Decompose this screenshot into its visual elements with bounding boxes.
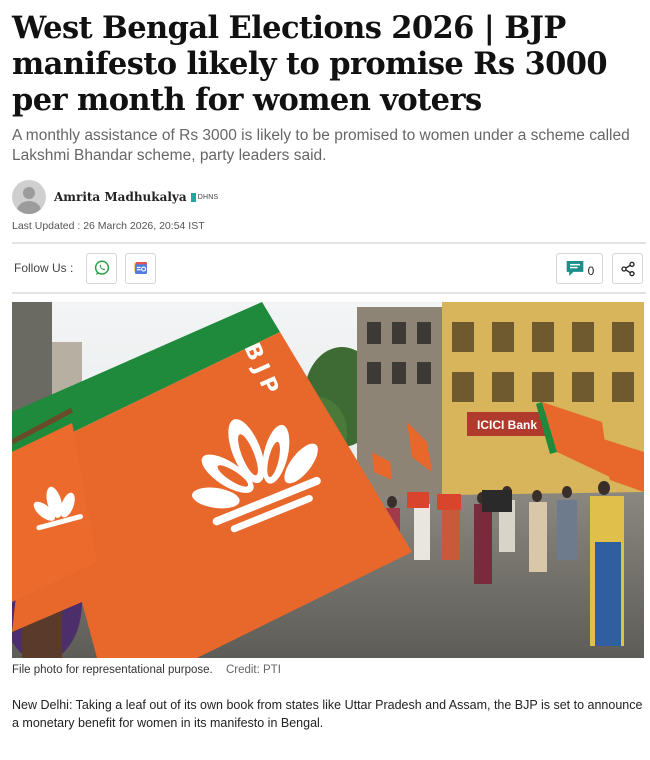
article-headline: West Bengal Elections 2026 | BJP manifes… [12, 10, 608, 118]
rally-photo-illustration: ICICI Bank [12, 302, 644, 658]
avatar-placeholder-icon[interactable] [12, 180, 46, 214]
author-name[interactable]: Amrita Madhukalya [54, 190, 187, 204]
article-container: West Bengal Elections 2026 | BJP manifes… [12, 0, 646, 732]
article-photo[interactable]: ICICI Bank [12, 302, 644, 658]
photo-caption: File photo for representational purpose. [12, 664, 213, 676]
whatsapp-icon [94, 260, 109, 275]
last-updated: Last Updated : 26 March 2026, 20:54 IST [12, 220, 205, 232]
divider-top [12, 242, 646, 244]
author-badge-icon [190, 192, 196, 202]
share-button[interactable] [612, 253, 643, 284]
whatsapp-button[interactable] [86, 252, 118, 284]
google-news-button[interactable] [125, 252, 157, 284]
comments-button[interactable]: 0 [556, 253, 603, 284]
photo-caption-row: File photo for representational purpose.… [12, 664, 646, 676]
comment-count: 0 [587, 263, 595, 278]
follow-bar: Follow Us : 0 [12, 244, 646, 292]
comment-icon [566, 261, 583, 276]
follow-us-label: Follow Us : [14, 261, 74, 275]
bank-sign: ICICI Bank [477, 418, 537, 432]
share-icon [620, 261, 635, 276]
byline: Amrita Madhukalya DHNS [12, 180, 646, 214]
article-subhead: A monthly assistance of Rs 3000 is likel… [12, 127, 630, 164]
author-tag: DHNS [197, 193, 219, 201]
google-news-icon [134, 262, 147, 274]
divider-bottom [12, 292, 646, 294]
article-body-paragraph: New Delhi: Taking a leaf out of its own … [12, 698, 643, 730]
photo-credit: Credit: PTI [225, 664, 281, 676]
